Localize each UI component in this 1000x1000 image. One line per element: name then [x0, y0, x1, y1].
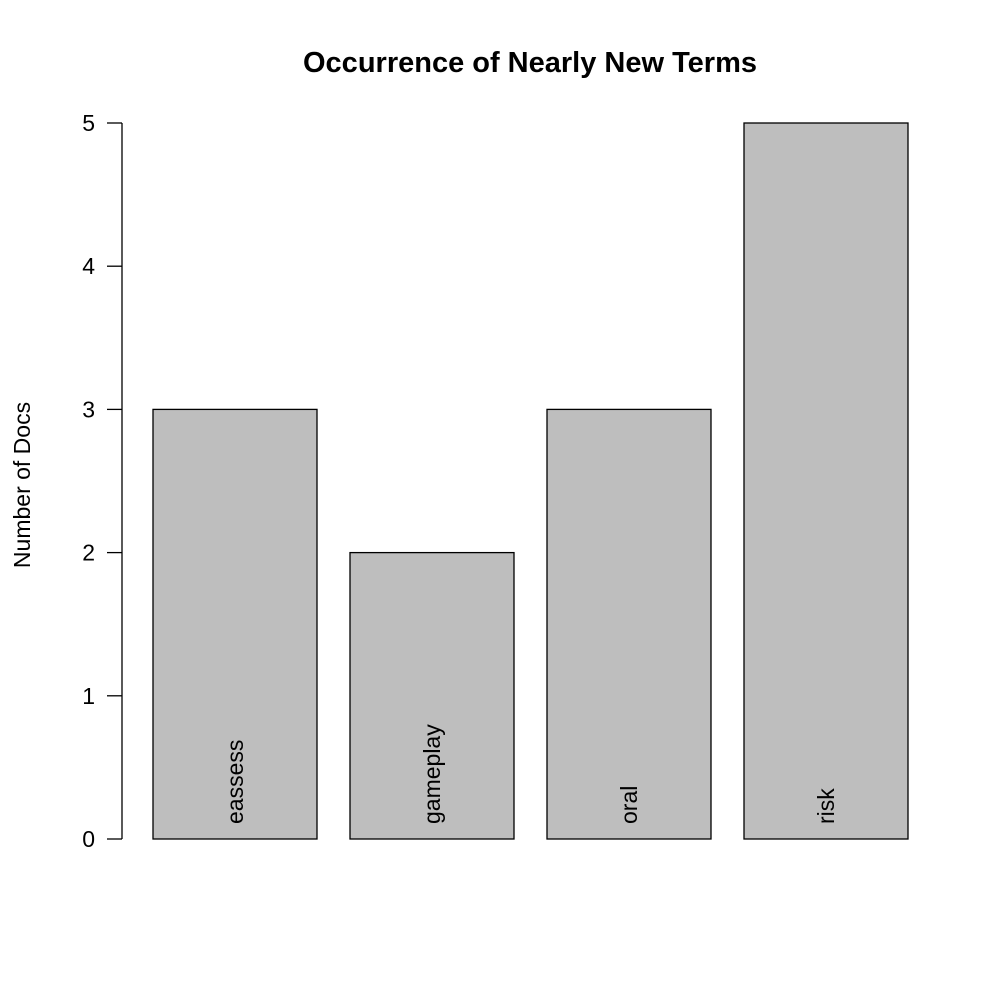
y-axis: 0 1 2 3 4 5 [82, 110, 123, 852]
bar-eassess [152, 408, 318, 840]
bars-group: eassess gameplay oral risk [152, 122, 909, 840]
chart-title: Occurrence of Nearly New Terms [303, 47, 757, 79]
y-axis-label: Number of Docs [9, 402, 35, 568]
y-tick-label: 1 [82, 683, 95, 709]
y-tick-label: 4 [82, 253, 95, 279]
category-label: oral [616, 786, 642, 824]
category-label: risk [813, 788, 839, 824]
category-label: eassess [222, 740, 248, 824]
y-tick-label: 5 [82, 110, 95, 136]
bar-gameplay [349, 551, 515, 840]
bar-risk [743, 122, 909, 840]
y-tick-label: 2 [82, 540, 95, 566]
category-label: gameplay [419, 724, 445, 824]
y-tick-label: 3 [82, 396, 95, 422]
y-tick-label: 0 [82, 826, 95, 852]
bar-oral [546, 408, 712, 840]
